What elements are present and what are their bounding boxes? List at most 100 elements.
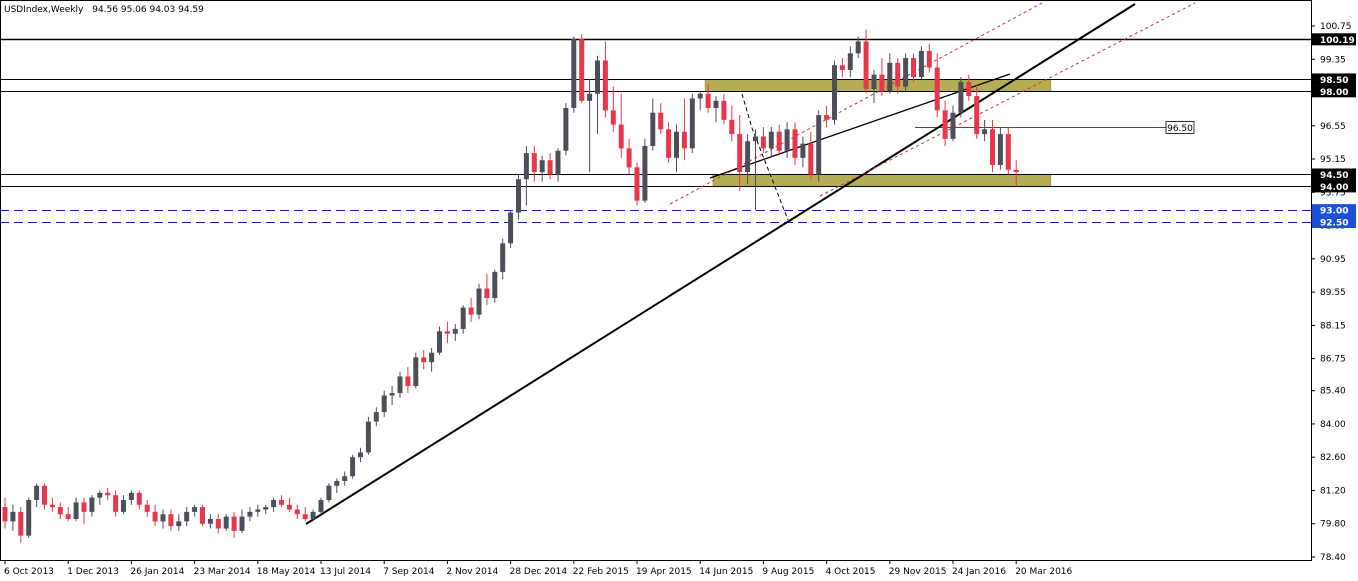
candle-body <box>555 150 561 175</box>
candle-body <box>792 129 798 158</box>
candle-body <box>271 499 277 508</box>
candle-body <box>1005 134 1011 170</box>
price-tags: 100.19 98.50 98.00 94.50 94.00 93.00 92.50 <box>1312 33 1356 229</box>
candle-body <box>650 112 656 146</box>
candle-body <box>484 288 490 299</box>
x-tick-label: 6 Oct 2013 <box>4 567 54 577</box>
candle-body <box>294 509 300 515</box>
x-tick-label: 29 Nov 2015 <box>889 567 947 577</box>
y-tick-label: 79.80 <box>1320 520 1346 530</box>
candle-body <box>768 131 774 149</box>
candle-body <box>397 376 403 394</box>
price-tag-text: 94.50 <box>1320 171 1348 181</box>
candle-body <box>310 511 316 519</box>
candle-body <box>895 62 901 87</box>
candle-body <box>918 50 924 78</box>
candle-body <box>745 141 751 173</box>
x-tick-label: 13 Jul 2014 <box>320 567 371 577</box>
long-trendline <box>305 3 1136 525</box>
candle-body <box>816 115 822 175</box>
candle-body <box>563 107 569 151</box>
candle-body <box>373 412 379 422</box>
x-tick-label: 26 Jan 2014 <box>130 567 184 577</box>
candle-body <box>997 134 1003 165</box>
candle-body <box>42 485 47 505</box>
candle-body <box>824 115 830 120</box>
swing-dashed-line <box>741 93 789 221</box>
candle-body <box>476 288 482 315</box>
candle-body <box>966 81 972 97</box>
candle-body <box>421 357 427 363</box>
candle-body <box>990 129 995 165</box>
price-tag-98.00 <box>1312 85 1356 98</box>
candle-body <box>737 134 743 173</box>
x-axis: 6 Oct 2013 1 Dec 2013 26 Jan 2014 23 Mar 20… <box>4 560 1073 577</box>
price-tag-94.50 <box>1312 168 1356 181</box>
candle-body <box>674 131 679 158</box>
candle-body <box>128 492 134 500</box>
y-tick-label: 86.75 <box>1320 355 1346 365</box>
candle-body <box>705 93 711 108</box>
candle-body <box>160 514 166 522</box>
candle-body <box>863 41 869 89</box>
candle-body <box>547 160 553 175</box>
x-tick-label: 24 Jan 2016 <box>952 567 1006 577</box>
price-tag-text: 98.00 <box>1320 88 1348 98</box>
candle-body <box>634 167 640 201</box>
candle-body <box>302 514 308 519</box>
candle-body <box>405 376 411 386</box>
candle-body <box>579 39 585 101</box>
candle-body <box>121 499 126 512</box>
y-tick-label: 82.60 <box>1320 453 1346 463</box>
x-tick-label: 14 Jun 2015 <box>699 567 753 577</box>
candle-body <box>508 212 514 244</box>
candle-body <box>255 509 261 512</box>
x-tick-label: 9 Aug 2015 <box>762 567 814 577</box>
resistance-label: 96.50 <box>1167 124 1193 134</box>
candle-body <box>286 504 292 510</box>
candle-body <box>855 41 861 54</box>
candle-body <box>18 511 24 536</box>
x-tick-label: 19 Apr 2015 <box>636 567 692 577</box>
candle-body <box>81 502 87 512</box>
price-tag-92.50 <box>1312 216 1356 229</box>
candle-body <box>942 110 948 139</box>
candle-body <box>523 153 529 180</box>
candle-body <box>136 492 142 505</box>
candle-body <box>26 499 32 536</box>
price-tag-text: 100.19 <box>1320 36 1355 46</box>
candle-body <box>934 67 940 111</box>
candle-body <box>444 331 450 334</box>
candle-body <box>658 112 664 130</box>
candle-body <box>571 39 577 108</box>
candle-body <box>73 502 79 519</box>
candle-body <box>113 495 119 512</box>
y-tick-label: 81.20 <box>1320 486 1346 496</box>
resistance-label-box <box>1165 121 1195 134</box>
candle-body <box>200 507 205 524</box>
candle-body <box>350 457 356 477</box>
candle-body <box>34 485 40 500</box>
price-tag-text: 94.00 <box>1320 183 1348 193</box>
candle-body <box>618 124 624 149</box>
candle-body <box>776 131 782 151</box>
candle-body <box>539 160 545 173</box>
candle-body <box>49 504 55 508</box>
candle-body <box>105 492 111 496</box>
candle-body <box>342 476 348 481</box>
candle-body <box>729 119 735 135</box>
price-tag-100.19 <box>1312 33 1356 46</box>
candle-body <box>492 271 498 299</box>
candle-body <box>57 507 63 515</box>
plot-border <box>0 0 1312 561</box>
symbol-label: USDIndex,Weekly <box>4 5 84 15</box>
horizontal-levels: 96.50 <box>0 38 1311 223</box>
candle-body <box>950 112 956 139</box>
candle-body <box>626 148 632 168</box>
y-tick-label: 100.75 <box>1320 22 1352 32</box>
y-tick-label: 85.40 <box>1320 387 1346 397</box>
candle-body <box>223 516 229 529</box>
candle-body <box>911 58 916 78</box>
candle-body <box>958 81 964 113</box>
